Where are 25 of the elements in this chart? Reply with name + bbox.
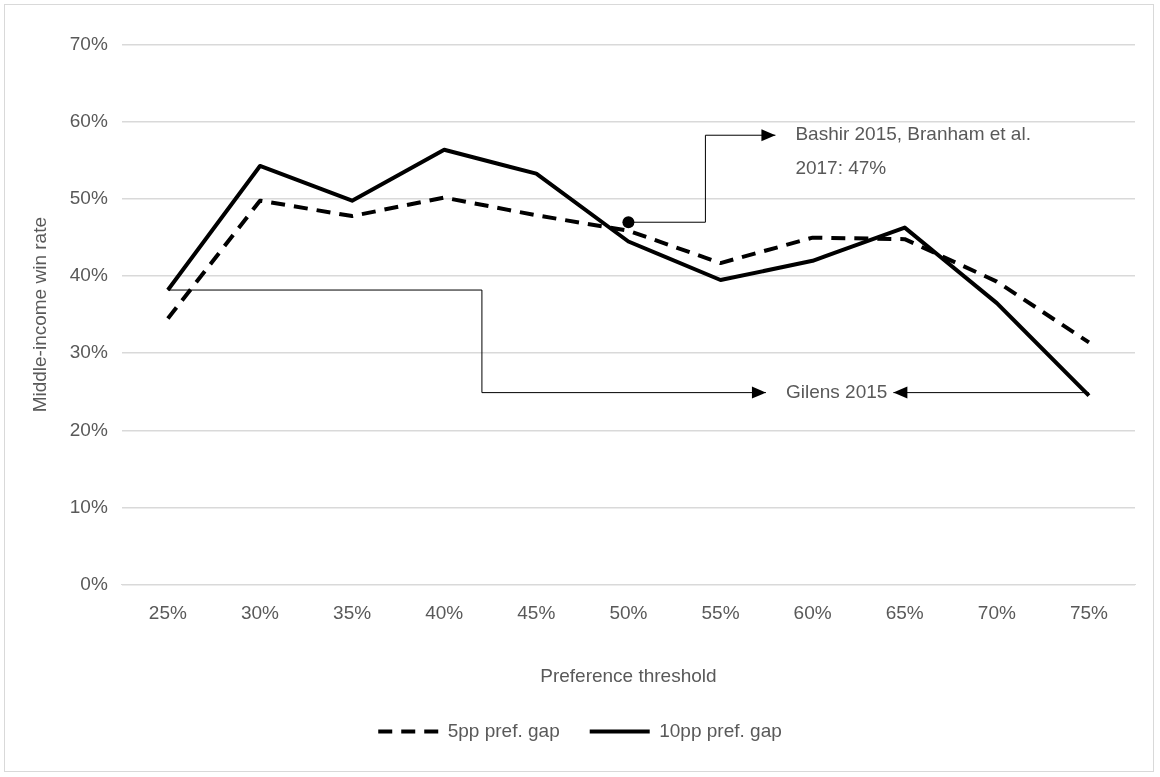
legend-label: 10pp pref. gap — [659, 719, 782, 741]
x-tick-label: 65% — [885, 602, 924, 624]
y-tick-label: 0% — [80, 572, 108, 594]
y-tick-label: 60% — [69, 110, 108, 132]
x-tick-label: 25% — [148, 602, 187, 624]
y-tick-label: 10% — [69, 495, 108, 517]
x-tick-label: 35% — [333, 602, 372, 624]
x-tick-label: 30% — [240, 602, 280, 624]
x-tick-label: 55% — [701, 602, 740, 624]
annotation: Bashir 2015, Branham et al. 2017: 47% — [795, 123, 1031, 179]
x-axis-title: Preference threshold — [540, 664, 717, 686]
y-axis-title: Middle-income win rate — [28, 217, 50, 413]
y-tick-label: 40% — [69, 264, 108, 286]
y-tick-label: 50% — [69, 187, 108, 209]
x-tick-label: 40% — [425, 602, 464, 624]
x-tick-label: 60% — [793, 602, 832, 624]
y-tick-label: 20% — [69, 418, 108, 440]
x-tick-label: 70% — [977, 602, 1016, 624]
x-tick-label: 50% — [609, 602, 648, 624]
annotation: Gilens 2015 — [785, 380, 888, 402]
y-tick-label: 70% — [69, 33, 108, 55]
x-tick-label: 45% — [517, 602, 556, 624]
legend-label: 5pp pref. gap — [447, 719, 560, 741]
y-tick-label: 30% — [69, 341, 108, 363]
x-tick-label: 75% — [1069, 602, 1109, 624]
